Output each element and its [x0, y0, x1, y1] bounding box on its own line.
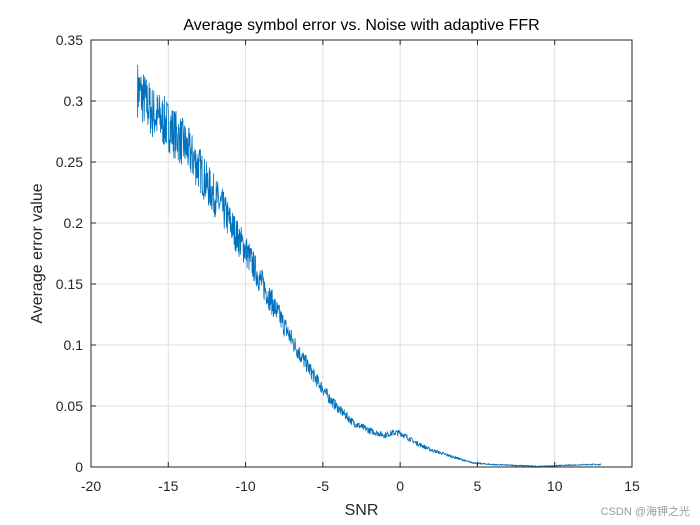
y-tick-label: 0.05 [56, 398, 83, 414]
x-tick-labels: -20 -15 -10 -5 0 5 10 15 [81, 478, 640, 494]
x-tick-label: 5 [474, 478, 482, 494]
y-tick-label: 0.15 [56, 276, 83, 292]
y-tick-labels: 0 0.05 0.1 0.15 0.2 0.25 0.3 0.35 [56, 32, 83, 475]
grid [90, 39, 633, 468]
x-tick-label: -5 [317, 478, 330, 494]
x-axis-label: SNR [345, 502, 379, 519]
tick-marks [90, 39, 633, 468]
y-axis-label: Average error value [29, 183, 46, 323]
x-tick-label: 15 [624, 478, 640, 494]
plot-frame [90, 39, 633, 468]
y-tick-label: 0.25 [56, 154, 83, 170]
plot-area [91, 40, 632, 467]
series-layer [136, 64, 602, 468]
y-tick-label: 0.35 [56, 32, 83, 48]
x-tick-label: -20 [81, 478, 101, 494]
x-tick-label: -15 [158, 478, 178, 494]
x-tick-label: 10 [547, 478, 563, 494]
y-tick-label: 0 [75, 459, 83, 475]
y-tick-label: 0.1 [64, 337, 84, 353]
x-tick-label: -10 [235, 478, 255, 494]
watermark: CSDN @海钾之光 [600, 506, 690, 518]
x-tick-label: 0 [396, 478, 404, 494]
chart-title: Average symbol error vs. Noise with adap… [183, 17, 539, 34]
y-tick-label: 0.2 [64, 215, 84, 231]
series-line [136, 64, 602, 468]
y-tick-label: 0.3 [64, 93, 84, 109]
